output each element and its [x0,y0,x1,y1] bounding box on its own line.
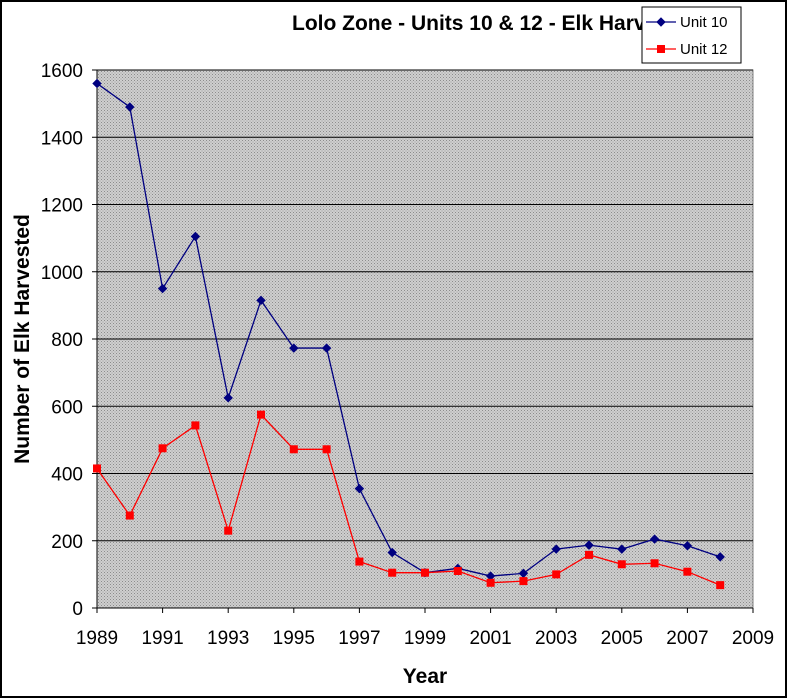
data-point [682,541,693,551]
legend: Unit 10 Unit 12 [641,6,742,64]
data-point [617,560,626,569]
axes [92,69,754,613]
data-point [552,570,561,579]
data-point [256,295,266,306]
data-point [93,464,101,473]
data-point [650,559,659,568]
x-tick-label: 2005 [601,628,643,649]
x-axis-label: Year [403,665,447,688]
data-point [157,283,168,294]
tick-labels: 0 200 400 600 800 1000 1200 1400 1600 1989 1991 199… [41,61,774,649]
x-tick-label: 1989 [76,628,118,649]
data-point [715,552,725,562]
legend-item-label: Unit 10 [680,14,728,31]
data-point [289,343,299,353]
data-point [191,421,200,430]
y-tick-label: 400 [51,465,83,486]
x-tick-label: 2001 [469,628,511,649]
legend-item-label: Unit 12 [680,41,728,58]
data-point [223,393,233,403]
y-tick-label: 1600 [41,61,83,82]
gridlines [97,69,753,542]
y-tick-label: 0 [72,599,83,620]
data-point [355,557,364,566]
x-tick-label: 2007 [666,628,708,649]
data-point [224,526,233,535]
x-tick-label: 1999 [404,628,446,649]
data-point [322,445,331,454]
data-point [289,445,298,454]
data-point [354,483,365,494]
data-point [421,568,429,577]
data-point [158,444,167,453]
series-line-unit-12 [96,413,721,586]
data-point [388,568,397,577]
y-axis-label: Number of Elk Harvested [11,214,34,464]
data-point [190,231,201,242]
y-tick-label: 1400 [41,128,83,149]
x-tick-label: 1997 [338,628,380,649]
data-point [92,78,102,89]
chart-title: Lolo Zone - Units 10 & 12 - Elk Harveste… [292,12,700,35]
x-tick-label: 1991 [141,628,183,649]
legend-marker [656,17,666,27]
x-tick-label: 1993 [207,628,249,649]
data-point [716,581,725,590]
data-point [125,511,134,520]
y-tick-label: 200 [51,532,83,553]
data-point [257,410,265,419]
data-point [519,577,528,586]
data-point [387,547,397,558]
series-line-unit-10 [96,82,721,577]
data-point [584,540,594,550]
y-tick-label: 1000 [41,263,83,284]
data-point [486,578,495,587]
data-point [585,550,593,559]
x-tick-label: 2003 [535,628,577,649]
x-tick-label: 2009 [732,628,774,649]
data-point [321,343,332,353]
data-point [551,544,561,554]
data-point [649,534,660,544]
data-point [683,567,692,576]
x-tick-label: 1995 [273,628,315,649]
y-tick-label: 1200 [41,196,83,217]
series-group [92,78,725,590]
data-point [125,102,135,112]
data-point [617,544,627,554]
legend-box [641,6,742,64]
legend-marker [657,45,665,53]
y-tick-label: 600 [51,397,83,418]
y-tick-label: 800 [51,330,83,351]
data-point [453,567,462,576]
